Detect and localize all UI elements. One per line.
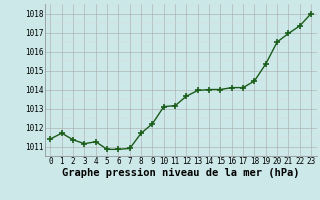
X-axis label: Graphe pression niveau de la mer (hPa): Graphe pression niveau de la mer (hPa) [62, 168, 300, 178]
